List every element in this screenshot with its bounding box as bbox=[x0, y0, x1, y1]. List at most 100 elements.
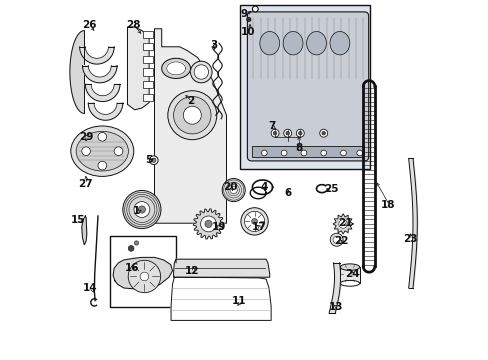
Circle shape bbox=[283, 129, 291, 137]
Circle shape bbox=[114, 147, 122, 156]
Text: 3: 3 bbox=[210, 40, 217, 50]
Polygon shape bbox=[154, 29, 226, 223]
Circle shape bbox=[285, 131, 289, 135]
Polygon shape bbox=[81, 216, 87, 245]
Bar bbox=[142, 94, 152, 101]
Text: 17: 17 bbox=[251, 222, 265, 232]
Circle shape bbox=[183, 106, 201, 124]
Text: 20: 20 bbox=[223, 182, 237, 192]
Circle shape bbox=[149, 156, 158, 165]
Circle shape bbox=[251, 219, 257, 224]
Circle shape bbox=[340, 150, 346, 156]
Circle shape bbox=[230, 186, 237, 194]
Text: 24: 24 bbox=[345, 269, 359, 279]
Circle shape bbox=[204, 220, 212, 228]
Polygon shape bbox=[127, 27, 149, 110]
Ellipse shape bbox=[283, 31, 303, 55]
Ellipse shape bbox=[76, 131, 128, 171]
Text: 14: 14 bbox=[83, 283, 98, 293]
Circle shape bbox=[321, 131, 325, 135]
Circle shape bbox=[98, 132, 106, 141]
Polygon shape bbox=[88, 103, 122, 120]
Polygon shape bbox=[80, 47, 114, 64]
Ellipse shape bbox=[306, 31, 325, 55]
Polygon shape bbox=[82, 66, 117, 83]
Ellipse shape bbox=[71, 126, 134, 176]
Text: 4: 4 bbox=[260, 182, 267, 192]
Text: 29: 29 bbox=[79, 132, 93, 142]
Circle shape bbox=[246, 17, 250, 22]
Text: 28: 28 bbox=[125, 20, 140, 30]
Ellipse shape bbox=[340, 264, 359, 270]
Text: 15: 15 bbox=[71, 215, 85, 225]
Circle shape bbox=[298, 131, 302, 135]
Circle shape bbox=[98, 161, 106, 170]
Circle shape bbox=[134, 241, 139, 245]
Circle shape bbox=[301, 150, 306, 156]
Circle shape bbox=[222, 179, 244, 202]
Polygon shape bbox=[166, 62, 185, 75]
Circle shape bbox=[200, 216, 216, 232]
Circle shape bbox=[128, 246, 134, 251]
Ellipse shape bbox=[259, 31, 279, 55]
Polygon shape bbox=[162, 58, 190, 78]
Circle shape bbox=[270, 129, 279, 137]
Bar bbox=[142, 68, 152, 76]
Text: 26: 26 bbox=[81, 20, 96, 30]
Circle shape bbox=[261, 150, 266, 156]
Polygon shape bbox=[332, 214, 352, 234]
Text: 21: 21 bbox=[337, 218, 352, 228]
Text: 19: 19 bbox=[212, 222, 226, 232]
Circle shape bbox=[134, 202, 149, 217]
Bar bbox=[142, 56, 152, 63]
Text: 9: 9 bbox=[241, 9, 247, 19]
Circle shape bbox=[319, 129, 327, 137]
Text: 18: 18 bbox=[381, 200, 395, 210]
Circle shape bbox=[151, 158, 156, 162]
Circle shape bbox=[338, 220, 347, 228]
Circle shape bbox=[332, 236, 340, 243]
Text: 11: 11 bbox=[231, 296, 246, 306]
Circle shape bbox=[167, 91, 216, 140]
Circle shape bbox=[320, 150, 326, 156]
Bar bbox=[110, 236, 176, 307]
Text: 22: 22 bbox=[333, 236, 347, 246]
Circle shape bbox=[122, 190, 161, 229]
Bar bbox=[142, 31, 152, 38]
Text: 2: 2 bbox=[186, 96, 194, 106]
Circle shape bbox=[329, 233, 343, 246]
Circle shape bbox=[241, 208, 268, 235]
Text: 5: 5 bbox=[145, 155, 152, 165]
Polygon shape bbox=[173, 259, 269, 277]
Circle shape bbox=[194, 65, 208, 79]
Text: 1: 1 bbox=[133, 206, 140, 216]
Text: 13: 13 bbox=[327, 302, 342, 312]
Text: 16: 16 bbox=[124, 263, 139, 273]
Circle shape bbox=[252, 6, 258, 12]
Text: 25: 25 bbox=[323, 184, 338, 194]
Text: 6: 6 bbox=[284, 188, 291, 198]
FancyBboxPatch shape bbox=[247, 12, 368, 161]
Circle shape bbox=[173, 96, 211, 134]
Circle shape bbox=[190, 61, 212, 83]
Bar bbox=[142, 43, 152, 50]
Circle shape bbox=[296, 129, 304, 137]
Circle shape bbox=[244, 211, 264, 231]
Circle shape bbox=[140, 272, 148, 281]
Bar bbox=[340, 267, 359, 283]
Text: 8: 8 bbox=[294, 143, 302, 153]
Polygon shape bbox=[113, 257, 172, 290]
Circle shape bbox=[273, 131, 276, 135]
Polygon shape bbox=[193, 209, 223, 239]
Text: 12: 12 bbox=[184, 266, 199, 276]
Bar bbox=[251, 146, 364, 157]
Text: 23: 23 bbox=[402, 234, 416, 244]
Circle shape bbox=[138, 206, 145, 213]
Polygon shape bbox=[171, 277, 270, 320]
Ellipse shape bbox=[340, 280, 359, 286]
Circle shape bbox=[81, 147, 90, 156]
Ellipse shape bbox=[329, 31, 349, 55]
Circle shape bbox=[356, 150, 362, 156]
Bar bbox=[142, 81, 152, 88]
Text: 27: 27 bbox=[78, 179, 93, 189]
